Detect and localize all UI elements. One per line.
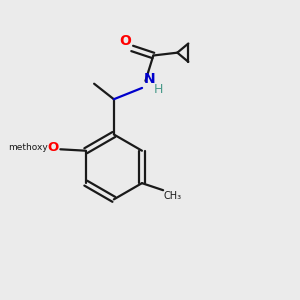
Text: methoxy: methoxy bbox=[8, 143, 48, 152]
Text: O: O bbox=[48, 141, 59, 154]
Text: N: N bbox=[143, 72, 155, 86]
Text: H: H bbox=[154, 83, 163, 96]
Text: CH₃: CH₃ bbox=[164, 191, 182, 201]
Text: O: O bbox=[119, 34, 131, 48]
